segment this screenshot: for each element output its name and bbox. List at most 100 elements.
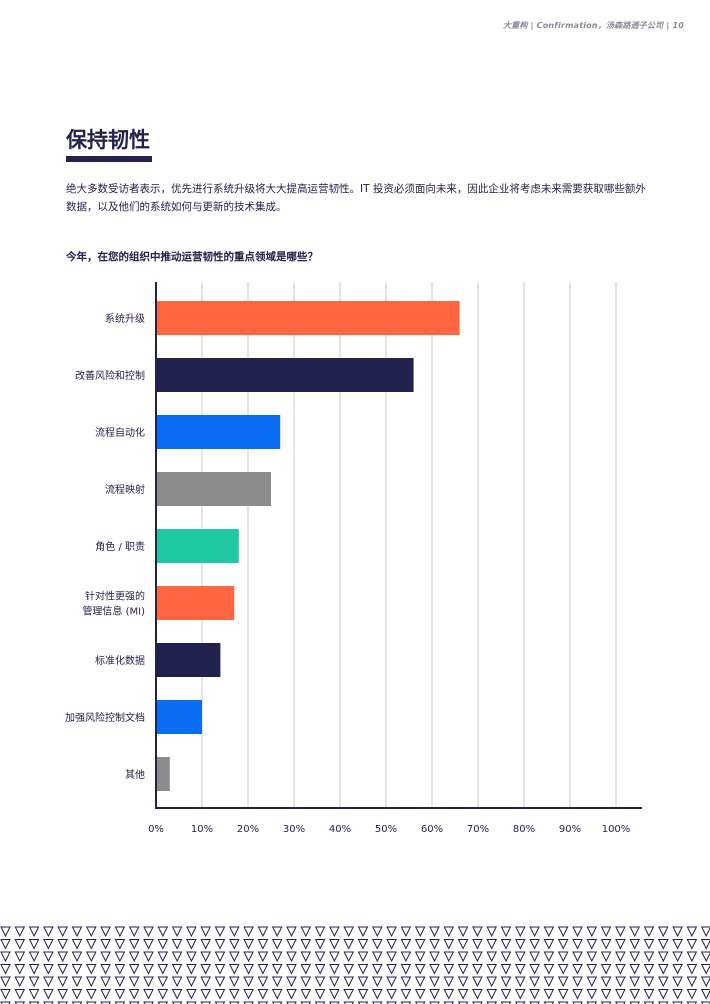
triangle-outline-icon <box>100 964 111 975</box>
triangle-outline-icon <box>629 939 641 950</box>
triangle-outline-icon <box>557 939 569 950</box>
triangle-outline-icon <box>629 964 641 975</box>
triangle-outline-icon <box>0 976 11 988</box>
triangle-outline-icon <box>443 939 455 950</box>
triangle-outline-icon <box>114 976 126 988</box>
triangle-outline-icon <box>629 951 641 963</box>
triangle-outline-icon <box>14 951 26 963</box>
triangle-outline-icon <box>686 939 698 950</box>
triangle-outline-icon <box>615 939 626 950</box>
triangle-outline-icon <box>529 1001 540 1004</box>
triangle-outline-icon <box>100 1001 111 1004</box>
triangle-outline-icon <box>529 976 540 988</box>
triangle-outline-icon <box>371 989 383 1000</box>
triangle-outline-icon <box>629 1001 641 1004</box>
triangle-outline-icon <box>85 951 97 963</box>
triangle-outline-icon <box>329 926 340 938</box>
triangle-outline-icon <box>128 951 140 963</box>
triangle-outline-icon <box>143 964 154 975</box>
triangle-outline-icon <box>71 1001 83 1004</box>
triangle-outline-icon <box>14 926 26 938</box>
category-label-2: 改善风险和控制 <box>75 369 145 382</box>
triangle-outline-icon <box>186 926 197 938</box>
triangle-outline-icon <box>200 1001 212 1004</box>
triangle-outline-icon <box>85 1001 97 1004</box>
triangle-outline-icon <box>271 989 283 1000</box>
category-label-line: 流程映射 <box>105 483 145 496</box>
triangle-outline-icon <box>0 951 11 963</box>
triangle-outline-icon <box>300 926 312 938</box>
triangle-outline-icon <box>700 964 710 975</box>
triangle-outline-icon <box>615 964 626 975</box>
triangle-outline-icon <box>543 951 555 963</box>
triangle-outline-icon <box>500 939 512 950</box>
triangle-outline-icon <box>371 951 383 963</box>
triangle-outline-icon <box>286 951 297 963</box>
triangle-outline-icon <box>114 964 126 975</box>
triangle-outline-icon <box>457 989 469 1000</box>
triangle-pattern-decoration <box>0 926 710 1004</box>
triangle-outline-icon <box>157 1001 169 1004</box>
triangle-outline-icon <box>143 951 154 963</box>
triangle-outline-icon <box>300 1001 312 1004</box>
triangle-outline-icon <box>371 976 383 988</box>
triangle-outline-icon <box>400 989 412 1000</box>
triangle-outline-icon <box>643 964 655 975</box>
triangle-outline-icon <box>429 989 440 1000</box>
triangle-outline-icon <box>71 989 83 1000</box>
x-tick-label: 20% <box>237 824 259 835</box>
triangle-outline-icon <box>629 926 641 938</box>
triangle-outline-icon <box>300 989 312 1000</box>
triangle-outline-icon <box>371 964 383 975</box>
triangle-outline-icon <box>228 976 240 988</box>
triangle-outline-icon <box>443 1001 455 1004</box>
triangle-outline-icon <box>657 939 669 950</box>
triangle-outline-icon <box>371 939 383 950</box>
triangle-outline-icon <box>343 951 355 963</box>
triangle-outline-icon <box>228 939 240 950</box>
triangle-outline-icon <box>472 939 483 950</box>
triangle-outline-icon <box>400 951 412 963</box>
triangle-outline-icon <box>271 939 283 950</box>
triangle-outline-icon <box>0 1001 11 1004</box>
triangle-outline-icon <box>14 964 26 975</box>
triangle-outline-icon <box>0 939 11 950</box>
triangle-outline-icon <box>414 964 426 975</box>
triangle-outline-icon <box>557 951 569 963</box>
x-tick-label: 50% <box>375 824 397 835</box>
triangle-outline-icon <box>57 926 69 938</box>
x-tick-label: 40% <box>329 824 351 835</box>
triangle-outline-icon <box>486 939 498 950</box>
triangle-outline-icon <box>0 989 11 1000</box>
triangle-outline-icon <box>286 926 297 938</box>
triangle-outline-icon <box>300 976 312 988</box>
triangle-outline-icon <box>514 976 526 988</box>
triangle-outline-icon <box>300 939 312 950</box>
triangle-outline-icon <box>500 1001 512 1004</box>
triangle-outline-icon <box>57 951 69 963</box>
triangle-outline-icon <box>43 926 54 938</box>
triangle-outline-icon <box>657 976 669 988</box>
triangle-outline-icon <box>472 964 483 975</box>
triangle-outline-icon <box>557 964 569 975</box>
triangle-outline-icon <box>257 1001 269 1004</box>
triangle-outline-icon <box>457 951 469 963</box>
triangle-outline-icon <box>700 926 710 938</box>
triangle-outline-icon <box>643 951 655 963</box>
triangle-outline-icon <box>457 976 469 988</box>
triangle-outline-icon <box>557 1001 569 1004</box>
triangle-outline-icon <box>386 989 397 1000</box>
triangle-outline-icon <box>0 964 11 975</box>
x-tick-label: 30% <box>283 824 305 835</box>
triangle-outline-icon <box>371 926 383 938</box>
triangle-outline-icon <box>357 939 369 950</box>
triangle-outline-icon <box>171 939 183 950</box>
triangle-outline-icon <box>586 1001 598 1004</box>
triangle-outline-icon <box>314 951 326 963</box>
triangle-outline-icon <box>243 926 254 938</box>
triangle-outline-icon <box>386 964 397 975</box>
chart-title: 今年，在您的组织中推动运营韧性的重点领域是哪些？ <box>66 251 318 263</box>
triangle-outline-icon <box>257 926 269 938</box>
triangle-outline-icon <box>200 939 212 950</box>
triangle-outline-icon <box>43 1001 54 1004</box>
